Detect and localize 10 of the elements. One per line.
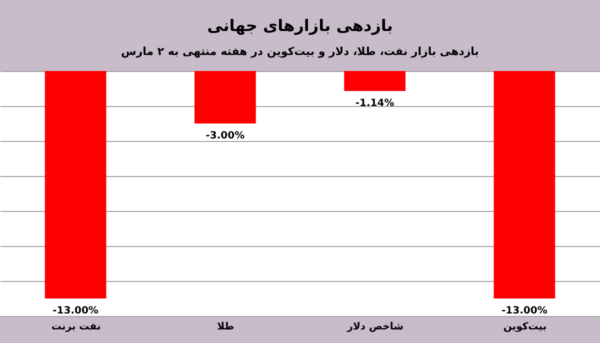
data-label: -1.14%	[355, 98, 394, 109]
x-tick-label: شاخص دلار	[346, 322, 404, 332]
data-label: -13.00%	[52, 306, 98, 316]
chart-title: بازدهی بازارهای جهانی	[207, 16, 393, 35]
data-label: -13.00%	[502, 306, 548, 316]
chart-subtitle: بازدهی بازار نفت، طلا، دلار و بیت‌کوین در هفته منتهی به ۲ مارس	[121, 45, 479, 58]
x-tick-label: نفت برنت	[51, 322, 101, 332]
x-tick-label: طلا	[217, 322, 234, 332]
x-tick-label: بیت‌کوین	[503, 322, 547, 332]
data-label: -3.00%	[206, 130, 245, 142]
